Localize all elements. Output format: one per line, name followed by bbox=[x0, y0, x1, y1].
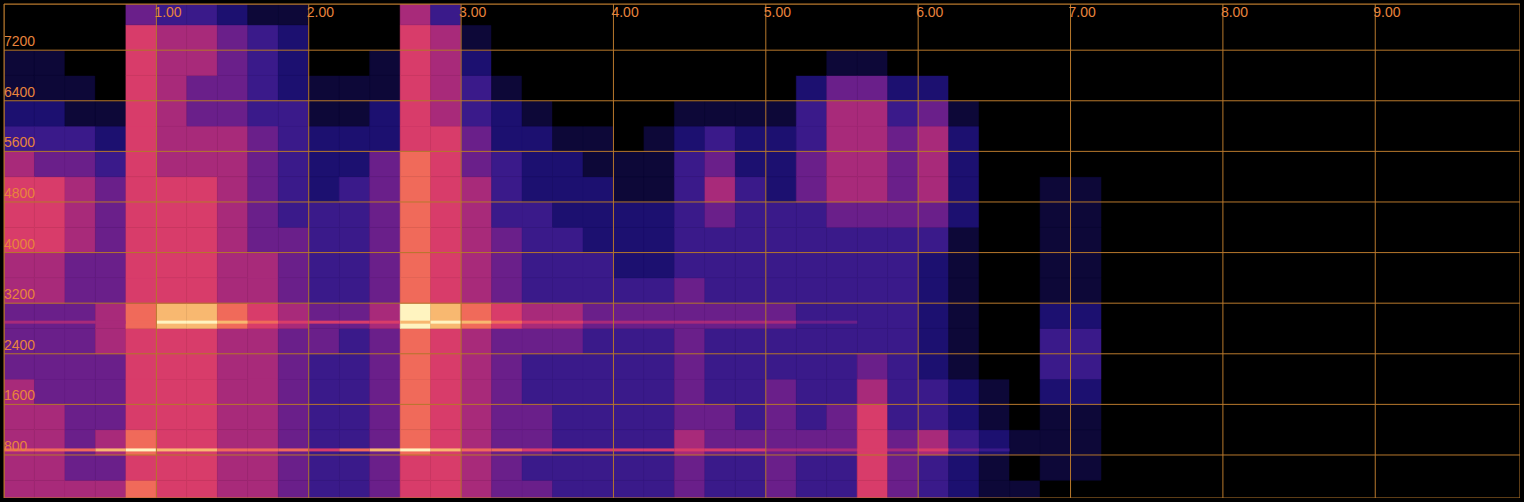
svg-text:4000: 4000 bbox=[4, 236, 35, 252]
svg-text:6400: 6400 bbox=[4, 84, 35, 100]
svg-text:9.00: 9.00 bbox=[1373, 4, 1400, 20]
svg-text:5.00: 5.00 bbox=[764, 4, 791, 20]
svg-text:2400: 2400 bbox=[4, 337, 35, 353]
svg-text:6.00: 6.00 bbox=[916, 4, 943, 20]
svg-text:3.00: 3.00 bbox=[459, 4, 486, 20]
svg-text:3200: 3200 bbox=[4, 286, 35, 302]
svg-text:7200: 7200 bbox=[4, 33, 35, 49]
svg-text:8.00: 8.00 bbox=[1221, 4, 1248, 20]
svg-text:4800: 4800 bbox=[4, 185, 35, 201]
svg-text:800: 800 bbox=[4, 438, 28, 454]
svg-text:7.00: 7.00 bbox=[1069, 4, 1096, 20]
svg-text:1600: 1600 bbox=[4, 387, 35, 403]
svg-text:2.00: 2.00 bbox=[307, 4, 334, 20]
svg-text:5600: 5600 bbox=[4, 134, 35, 150]
svg-text:1.00: 1.00 bbox=[154, 4, 181, 20]
svg-text:4.00: 4.00 bbox=[611, 4, 638, 20]
